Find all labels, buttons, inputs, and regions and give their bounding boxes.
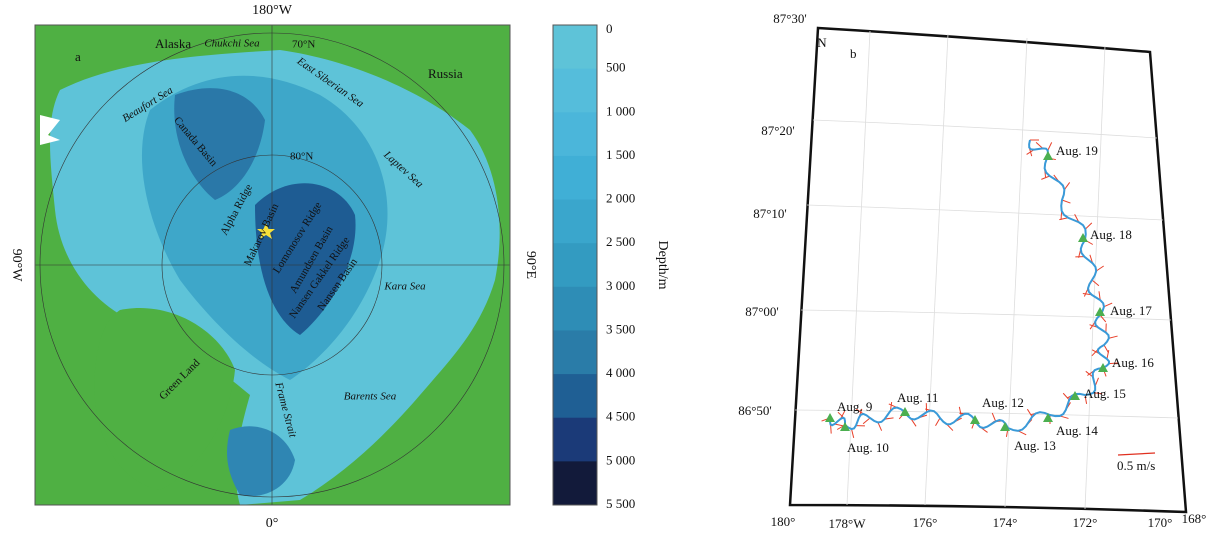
lat-label: 87°00' [745,304,779,319]
lat-label: 80°N [290,151,313,163]
colorbar-title: Depth/m [655,241,670,290]
date-label: Aug. 15 [1084,386,1126,401]
place: Russia [428,66,463,81]
date-label: Aug. 11 [897,390,938,405]
place: Barents Sea [344,391,397,403]
lon-label: 168° [1182,511,1207,526]
colorbar-tick-label: 500 [606,60,626,75]
place: Alaska [155,36,191,51]
date-label: Aug. 16 [1112,355,1154,370]
lat-label: 87°10' [753,206,787,221]
map-b: b N 87°30' 87°20' 87°10' 87°00' 86°50' 1… [738,11,1206,531]
colorbar-bin [553,418,597,462]
colorbar-bin [553,243,597,287]
colorbar-tick-label: 1 000 [606,103,635,118]
axis-label: 0° [266,516,279,531]
colorbar-tick-label: 1 500 [606,147,635,162]
colorbar-tick-label: 4 000 [606,365,635,380]
colorbar-tick-label: 0 [606,21,613,36]
lat-label: 86°50' [738,403,772,418]
lon-label: 178°W [829,516,867,531]
colorbar-bin [553,25,597,69]
colorbar-bin [553,69,597,113]
colorbar-tick-label: 2 500 [606,234,635,249]
colorbar-tick-label: 3 000 [606,278,635,293]
axis-label: 90°E [523,251,538,279]
date-label: Aug. 12 [982,395,1024,410]
lat-label: 87°30' [773,11,807,26]
colorbar: Depth/m 0 500 1 000 1 500 2 000 2 500 3 000 3 5… [553,21,670,511]
map-a: 180°W 0° 90°W 90°E a 70°N 80°N Alaska Ru… [9,3,538,531]
place: Chukchi Sea [204,38,260,50]
date-label: Aug. 14 [1056,423,1098,438]
lat-label: 70°N [292,39,315,51]
colorbar-bin [553,374,597,418]
colorbar-bin [553,200,597,244]
north-label: N [817,35,827,50]
date-label: Aug. 19 [1056,143,1098,158]
lon-label: 174° [993,515,1018,530]
lon-label: 170° [1148,515,1173,530]
date-label: Aug. 10 [847,440,889,455]
date-label: Aug. 13 [1014,438,1056,453]
date-label: Aug. 17 [1110,303,1152,318]
lat-label: 87°20' [761,123,795,138]
colorbar-bin [553,156,597,200]
scale-label: 0.5 m/s [1117,458,1155,473]
colorbar-bin [553,112,597,156]
lon-label: 180° [771,514,796,529]
figure: 180°W 0° 90°W 90°E a 70°N 80°N Alaska Ru… [0,0,1213,537]
panel-label: b [850,46,857,61]
colorbar-bin [553,330,597,374]
colorbar-bin [553,461,597,505]
date-label: Aug. 18 [1090,227,1132,242]
lon-label: 176° [913,515,938,530]
place: Kara Sea [383,281,426,293]
colorbar-tick-label: 2 000 [606,191,635,206]
colorbar-tick-label: 4 500 [606,409,635,424]
date-label: Aug. 9 [837,399,872,414]
colorbar-tick-label: 5 000 [606,452,635,467]
colorbar-bin [553,287,597,331]
lon-label: 172° [1073,515,1098,530]
axis-label: 90°W [9,249,24,283]
panel-label: a [75,49,81,64]
colorbar-tick-label: 3 500 [606,321,635,336]
axis-label: 180°W [252,3,293,18]
colorbar-tick-label: 5 500 [606,496,635,511]
